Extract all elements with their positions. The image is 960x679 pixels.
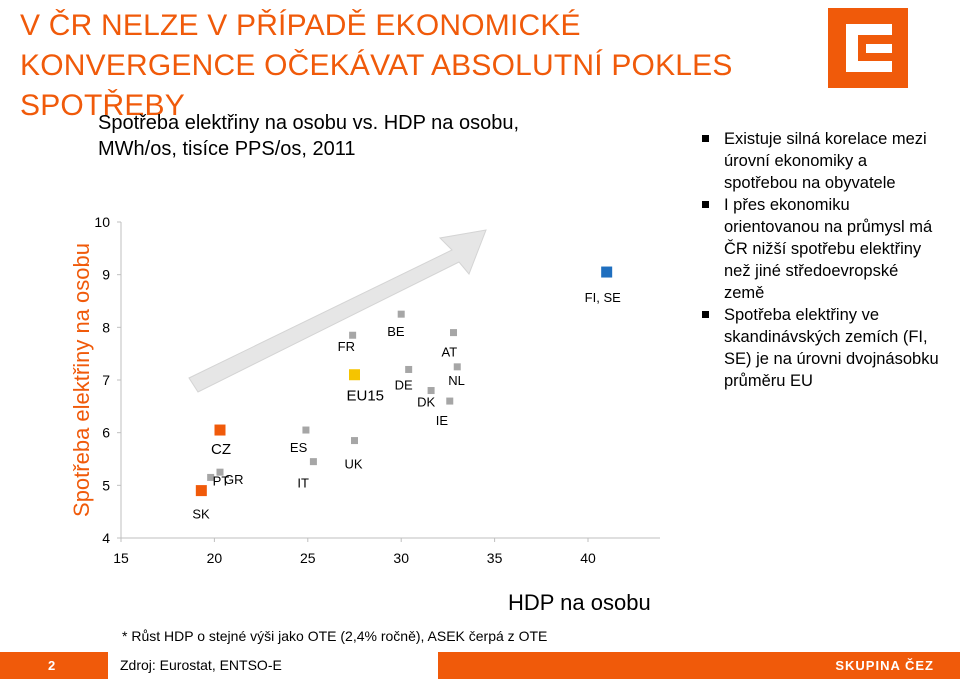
point-es	[302, 426, 310, 434]
source-note: Zdroj: Eurostat, ENTSO-E	[108, 652, 438, 679]
point-label-fr: FR	[338, 339, 355, 354]
point-gr	[216, 468, 224, 476]
bullet-square-icon	[702, 135, 709, 142]
x-tick-label: 25	[300, 550, 316, 566]
y-tick-label: 7	[102, 372, 110, 388]
y-tick-label: 8	[102, 319, 110, 335]
bullet-square-icon	[702, 311, 709, 318]
trend-arrow	[188, 229, 487, 393]
point-nl	[453, 363, 461, 371]
point-it	[309, 458, 317, 466]
point-label-es: ES	[290, 440, 308, 455]
point-pt	[207, 473, 215, 481]
point-label-dk: DK	[417, 395, 435, 410]
x-tick-label: 20	[207, 550, 223, 566]
point-label-cz: CZ	[211, 441, 231, 458]
point-eu15	[349, 369, 360, 381]
chart-subtitle: Spotřeba elektřiny na osobu vs. HDP na o…	[98, 112, 519, 160]
x-tick-label: 40	[580, 550, 596, 566]
point-label-sk: SK	[192, 507, 210, 522]
y-tick-label: 4	[102, 530, 110, 546]
y-tick-label: 6	[102, 425, 110, 441]
y-axis-label: Spotřeba elektřiny na osobu	[69, 243, 94, 517]
point-uk	[351, 437, 358, 445]
bullet-item: Spotřeba elektřiny ve skandinávských zem…	[702, 304, 942, 392]
point-label-eu15: EU15	[347, 388, 385, 405]
point-dk	[427, 387, 435, 395]
y-tick-label: 10	[94, 214, 110, 230]
bullet-item: I přes ekonomiku orientovanou na průmysl…	[702, 194, 942, 304]
bullet-list: Existuje silná korelace mezi úrovní ekon…	[702, 128, 942, 392]
point-label-de: DE	[395, 377, 413, 392]
point-ie	[446, 397, 454, 405]
footer-bar: 2 Zdroj: Eurostat, ENTSO-E SKUPINA ČEZ	[0, 652, 960, 679]
point-cz	[214, 424, 226, 436]
x-tick-label: 30	[393, 550, 409, 566]
bullet-item: Existuje silná korelace mezi úrovní ekon…	[702, 128, 942, 194]
point-label-be: BE	[387, 324, 405, 339]
x-tick-label: 15	[113, 550, 129, 566]
footnote: * Růst HDP o stejné výši jako OTE (2,4% …	[122, 628, 548, 644]
page-title: V ČR NELZE V PŘÍPADĚ EKONOMICKÉ KONVERGE…	[20, 9, 733, 122]
point-be	[397, 310, 405, 318]
point-label-gr: GR	[224, 472, 244, 487]
point-label-nl: NL	[448, 373, 465, 388]
point-label-at: AT	[442, 345, 458, 360]
x-tick-label: 35	[487, 550, 503, 566]
point-label-pt: PT	[213, 473, 230, 488]
point-at	[450, 329, 458, 337]
point-fi-se	[601, 266, 613, 278]
y-tick-label: 9	[102, 267, 110, 283]
point-label-fi-se: FI, SE	[585, 290, 621, 305]
point-label-uk: UK	[345, 457, 363, 472]
x-axis-label: HDP na osobu	[508, 590, 651, 615]
page-number: 2	[48, 658, 56, 673]
y-tick-label: 5	[102, 477, 110, 493]
cez-logo	[828, 8, 908, 88]
point-fr	[349, 331, 357, 339]
brand-name: SKUPINA ČEZ	[835, 658, 934, 673]
point-de	[405, 365, 413, 373]
bullet-square-icon	[702, 201, 709, 208]
point-label-ie: IE	[436, 413, 449, 428]
point-label-it: IT	[297, 476, 309, 491]
point-sk	[195, 485, 207, 497]
